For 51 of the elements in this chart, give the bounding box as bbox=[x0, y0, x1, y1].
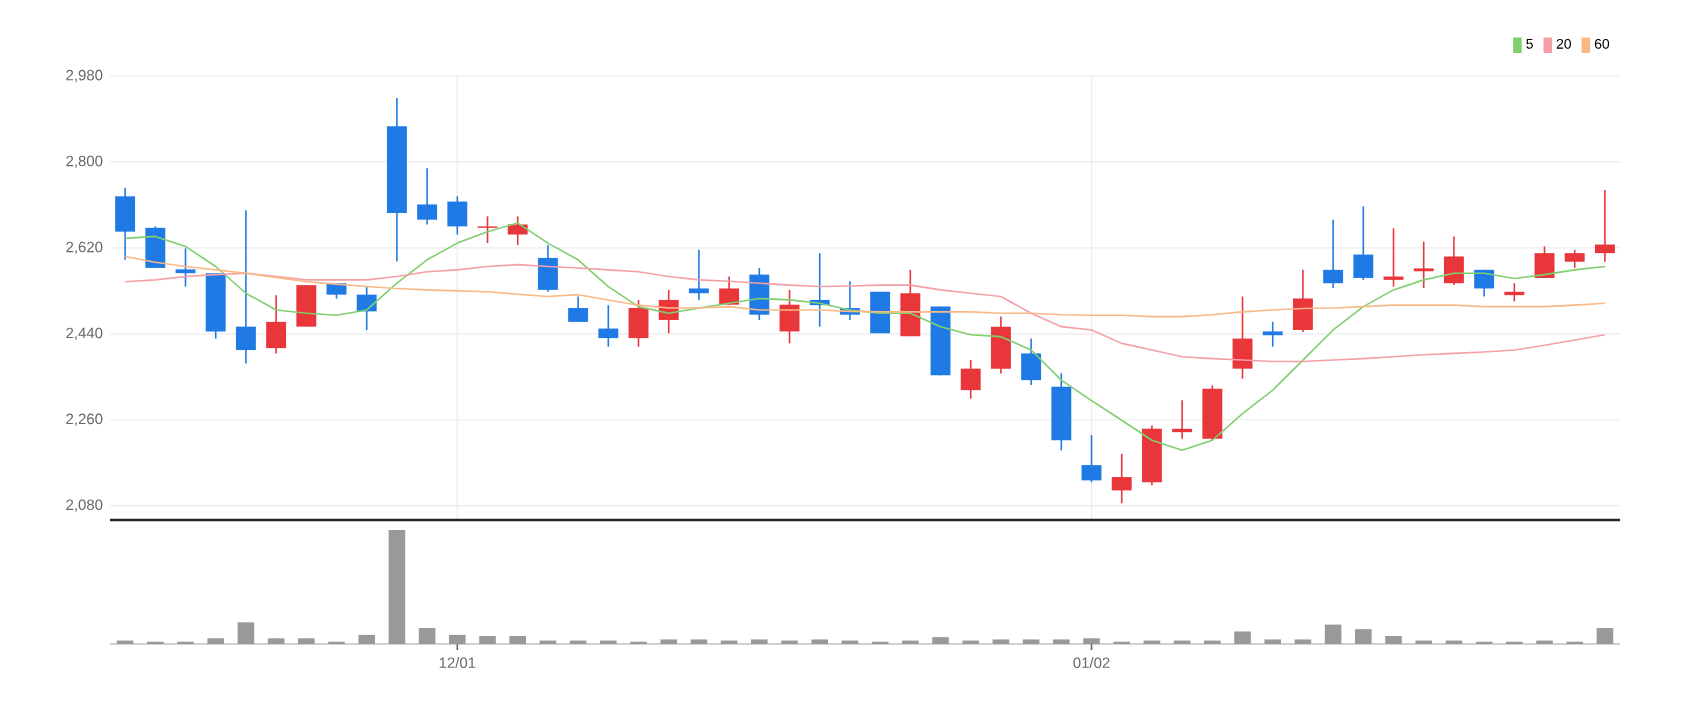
bar bbox=[207, 638, 225, 644]
candlestick bbox=[1021, 337, 1042, 386]
bar bbox=[1083, 638, 1100, 644]
candlestick bbox=[1232, 295, 1253, 380]
candlestick bbox=[235, 209, 256, 365]
bar bbox=[358, 634, 376, 644]
bar bbox=[449, 634, 466, 644]
candlestick bbox=[447, 195, 468, 236]
candlestick bbox=[1081, 434, 1102, 484]
candlestick bbox=[417, 167, 438, 226]
candlestick bbox=[266, 294, 287, 355]
line-series bbox=[124, 222, 1606, 452]
bar bbox=[1324, 624, 1342, 644]
candlestick bbox=[1292, 269, 1313, 333]
bar bbox=[298, 638, 315, 644]
candlestick bbox=[1534, 245, 1555, 279]
candlestick bbox=[688, 248, 709, 301]
candlestick bbox=[1262, 321, 1283, 348]
candlestick bbox=[1353, 205, 1374, 281]
candlestick bbox=[115, 186, 136, 261]
candlestick bbox=[1323, 218, 1344, 289]
candlestick bbox=[900, 269, 921, 337]
bar bbox=[267, 638, 285, 644]
bar bbox=[1355, 629, 1372, 644]
bar bbox=[932, 637, 949, 644]
candlestick bbox=[628, 299, 649, 348]
candlestick bbox=[1564, 248, 1585, 269]
candlestick bbox=[1504, 282, 1525, 303]
bar bbox=[1596, 628, 1614, 644]
bar bbox=[509, 636, 527, 644]
bar bbox=[479, 636, 496, 644]
candlestick bbox=[296, 284, 317, 328]
candlestick bbox=[1172, 399, 1193, 440]
bar bbox=[1385, 636, 1402, 644]
bar bbox=[1234, 631, 1251, 644]
candlestick bbox=[145, 225, 166, 269]
candlestick bbox=[1443, 235, 1464, 286]
bar bbox=[388, 529, 406, 644]
candlestick bbox=[1111, 452, 1132, 505]
bar bbox=[418, 628, 436, 644]
candlestick bbox=[477, 215, 498, 244]
candlestick bbox=[598, 304, 619, 348]
bar bbox=[237, 622, 255, 644]
candlestick bbox=[960, 359, 981, 400]
candlestick bbox=[537, 244, 558, 293]
candlestick bbox=[1413, 240, 1434, 289]
candlestick bbox=[1594, 189, 1615, 263]
candlestick bbox=[175, 247, 196, 288]
candlestick bbox=[990, 315, 1011, 375]
candlestick bbox=[719, 275, 740, 306]
candlestick bbox=[568, 295, 589, 323]
